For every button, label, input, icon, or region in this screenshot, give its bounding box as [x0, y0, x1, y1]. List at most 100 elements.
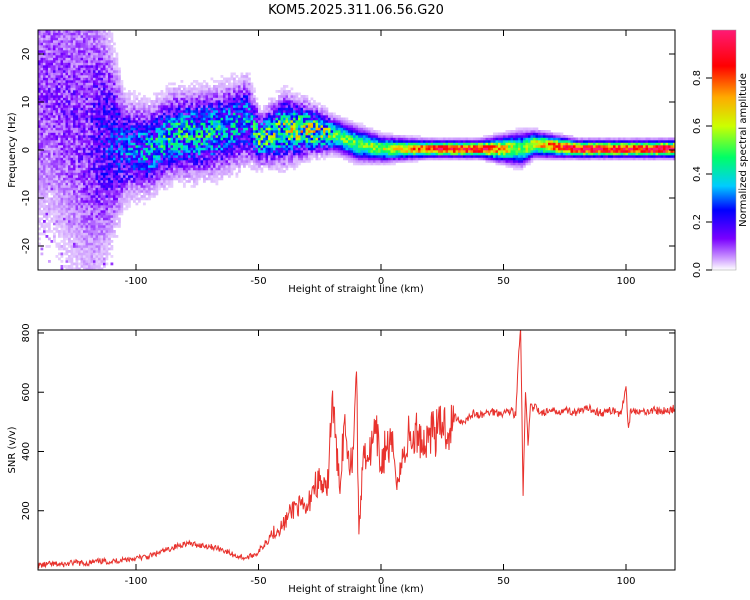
heatmap-cell [158, 177, 161, 181]
heatmap-cell [95, 115, 99, 118]
heatmap-cell [60, 97, 64, 101]
heatmap-cell [233, 85, 236, 88]
heatmap-cell [90, 72, 94, 76]
heatmap-cell [68, 60, 71, 63]
heatmap-cell [58, 60, 61, 63]
heatmap-cell [103, 150, 106, 153]
heatmap-cell [65, 52, 69, 56]
heatmap-cell [233, 162, 236, 166]
heatmap-cell [118, 157, 121, 161]
heatmap-cell [40, 35, 44, 38]
heatmap-cell [60, 175, 64, 178]
heatmap-cell [73, 180, 76, 183]
heatmap-cell [40, 92, 44, 96]
heatmap-cell [58, 162, 61, 166]
heatmap-cell [58, 145, 61, 148]
heatmap-cell [190, 175, 194, 178]
heatmap-cell [138, 132, 141, 136]
heatmap-cell [163, 145, 166, 148]
heatmap-cell [85, 105, 89, 108]
heatmap-cell [95, 200, 99, 203]
heatmap-cell [200, 160, 204, 163]
heatmap-cell [123, 192, 126, 196]
heatmap-cell [65, 195, 69, 198]
heatmap-cell [188, 135, 191, 138]
heatmap-cell [130, 102, 134, 106]
heatmap-cell [140, 142, 144, 146]
heatmap-cell [145, 150, 149, 153]
heatmap-cell [230, 155, 234, 158]
heatmap-cell [63, 125, 66, 128]
heatmap-cell [193, 122, 196, 126]
heatmap-cell [143, 187, 146, 191]
heatmap-cell [175, 157, 179, 161]
heatmap-cell [100, 182, 104, 186]
heatmap-cell [98, 115, 101, 118]
heatmap-cell [108, 55, 111, 58]
heatmap-cell [165, 100, 169, 103]
heatmap-cell [40, 157, 44, 161]
heatmap-cell [118, 165, 121, 168]
heatmap-cell [85, 200, 89, 203]
heatmap-cell [115, 120, 119, 123]
heatmap-cell [48, 245, 51, 248]
heatmap-cell [180, 142, 184, 146]
heatmap-cell [140, 122, 144, 126]
heatmap-cell [40, 30, 44, 33]
heatmap-cell [50, 130, 54, 133]
heatmap-cell [130, 165, 134, 168]
heatmap-cell [135, 197, 139, 201]
heatmap-cell [160, 112, 164, 116]
heatmap-cell [98, 102, 101, 106]
heatmap-cell [113, 112, 116, 116]
heatmap-cell [210, 97, 214, 101]
heatmap-cell [63, 182, 66, 186]
heatmap-cell [63, 80, 66, 83]
heatmap-cell [143, 145, 146, 148]
heatmap-cell [245, 82, 249, 86]
heatmap-cell [55, 122, 59, 126]
heatmap-cell [53, 162, 56, 166]
heatmap-cell [193, 127, 196, 131]
heatmap-cell [80, 197, 84, 201]
heatmap-cell [53, 207, 56, 211]
heatmap-cell [215, 90, 219, 93]
heatmap-cell [155, 92, 159, 96]
heatmap-cell [53, 140, 56, 143]
heatmap-cell [128, 177, 131, 181]
heatmap-cell [238, 130, 241, 133]
heatmap-cell [140, 165, 144, 168]
heatmap-cell [68, 182, 71, 186]
heatmap-cell [190, 115, 194, 118]
heatmap-cell [95, 30, 99, 33]
heatmap-cell [55, 165, 59, 168]
heatmap-cell [100, 132, 104, 136]
heatmap-cell [165, 87, 169, 91]
heatmap-cell [65, 157, 69, 161]
heatmap-cell [163, 167, 166, 171]
heatmap-cell [158, 145, 161, 148]
heatmap-cell [50, 142, 54, 146]
heatmap-cell [138, 172, 141, 176]
heatmap-cell [218, 147, 221, 151]
heatmap-cell [65, 90, 69, 93]
heatmap-cell [50, 90, 54, 93]
heatmap-cell [53, 217, 56, 221]
heatmap-cell [140, 102, 144, 106]
heatmap-cell [80, 85, 84, 88]
heatmap-cell [168, 172, 171, 176]
heatmap-cell [195, 167, 199, 171]
heatmap-cell [53, 167, 56, 171]
heatmap-cell [168, 122, 171, 126]
heatmap-cell [145, 110, 149, 113]
heatmap-cell [85, 215, 89, 218]
heatmap-cell [108, 172, 111, 176]
heatmap-cell [140, 127, 144, 131]
heatmap-cell [43, 80, 46, 83]
heatmap-cell [173, 147, 176, 151]
heatmap-cell [160, 162, 164, 166]
heatmap-cell [43, 65, 46, 68]
heatmap-cell [113, 205, 116, 208]
heatmap-cell [103, 152, 106, 156]
heatmap-cell [90, 177, 94, 181]
